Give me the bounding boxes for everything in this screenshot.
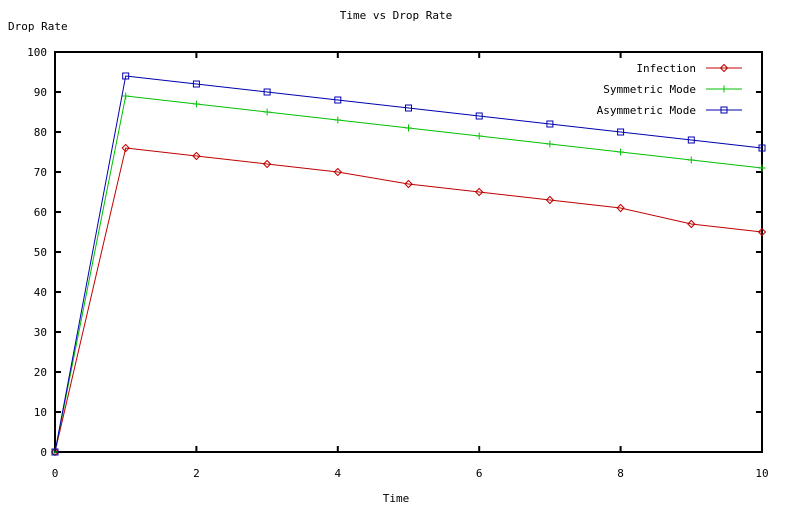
series-line-infection bbox=[54, 147, 763, 453]
y-tick-label: 20 bbox=[34, 366, 47, 379]
y-axis-label: Drop Rate bbox=[8, 20, 68, 33]
y-tick-label: 70 bbox=[34, 166, 47, 179]
y-tick-label: 100 bbox=[27, 46, 47, 59]
x-tick-label: 8 bbox=[617, 467, 624, 480]
x-tick-label: 10 bbox=[755, 467, 768, 480]
data-point-infection bbox=[474, 187, 484, 197]
data-point-asymmetric-mode bbox=[475, 112, 483, 120]
x-tick-label: 0 bbox=[52, 467, 59, 480]
data-point-asymmetric-mode bbox=[122, 72, 130, 80]
legend-marker-asymmetric-mode bbox=[720, 106, 728, 114]
x-tick-label: 6 bbox=[476, 467, 483, 480]
data-point-asymmetric-mode bbox=[192, 80, 200, 88]
data-point-infection bbox=[757, 227, 767, 237]
legend-label-symmetric-mode: Symmetric Mode bbox=[603, 83, 696, 96]
data-point-infection bbox=[262, 159, 272, 169]
legend-marker-infection bbox=[719, 63, 729, 73]
data-point-asymmetric-mode bbox=[687, 136, 695, 144]
data-point-asymmetric-mode bbox=[51, 448, 59, 456]
series-line-symmetric-mode bbox=[54, 95, 763, 453]
data-point-asymmetric-mode bbox=[758, 144, 766, 152]
legend-label-infection: Infection bbox=[636, 62, 696, 75]
y-tick-label: 40 bbox=[34, 286, 47, 299]
data-point-infection bbox=[616, 203, 625, 213]
legend-label-asymmetric-mode: Asymmetric Mode bbox=[597, 104, 696, 117]
data-point-asymmetric-mode bbox=[617, 128, 625, 136]
data-point-infection bbox=[121, 143, 130, 153]
y-tick-label: 30 bbox=[34, 326, 47, 339]
data-point-asymmetric-mode bbox=[546, 120, 554, 128]
data-point-asymmetric-mode bbox=[405, 104, 412, 112]
data-point-infection bbox=[333, 167, 343, 177]
series-line-asymmetric-mode bbox=[54, 75, 763, 453]
y-tick-label: 60 bbox=[34, 206, 47, 219]
chart-title: Time vs Drop Rate bbox=[339, 9, 453, 22]
data-point-asymmetric-mode bbox=[334, 96, 342, 104]
y-tick-label: 0 bbox=[40, 446, 47, 459]
y-tick-label: 10 bbox=[34, 406, 47, 419]
x-axis-label: Time bbox=[382, 492, 410, 505]
y-tick-label: 80 bbox=[34, 126, 47, 139]
y-tick-label: 90 bbox=[34, 86, 47, 99]
y-tick-label: 50 bbox=[34, 246, 47, 259]
data-point-infection bbox=[687, 219, 696, 229]
data-point-asymmetric-mode bbox=[263, 88, 271, 96]
data-point-infection bbox=[545, 195, 555, 205]
x-tick-label: 2 bbox=[193, 467, 200, 480]
x-tick-label: 4 bbox=[334, 467, 341, 480]
data-point-infection bbox=[192, 151, 201, 161]
data-point-infection bbox=[404, 179, 413, 189]
